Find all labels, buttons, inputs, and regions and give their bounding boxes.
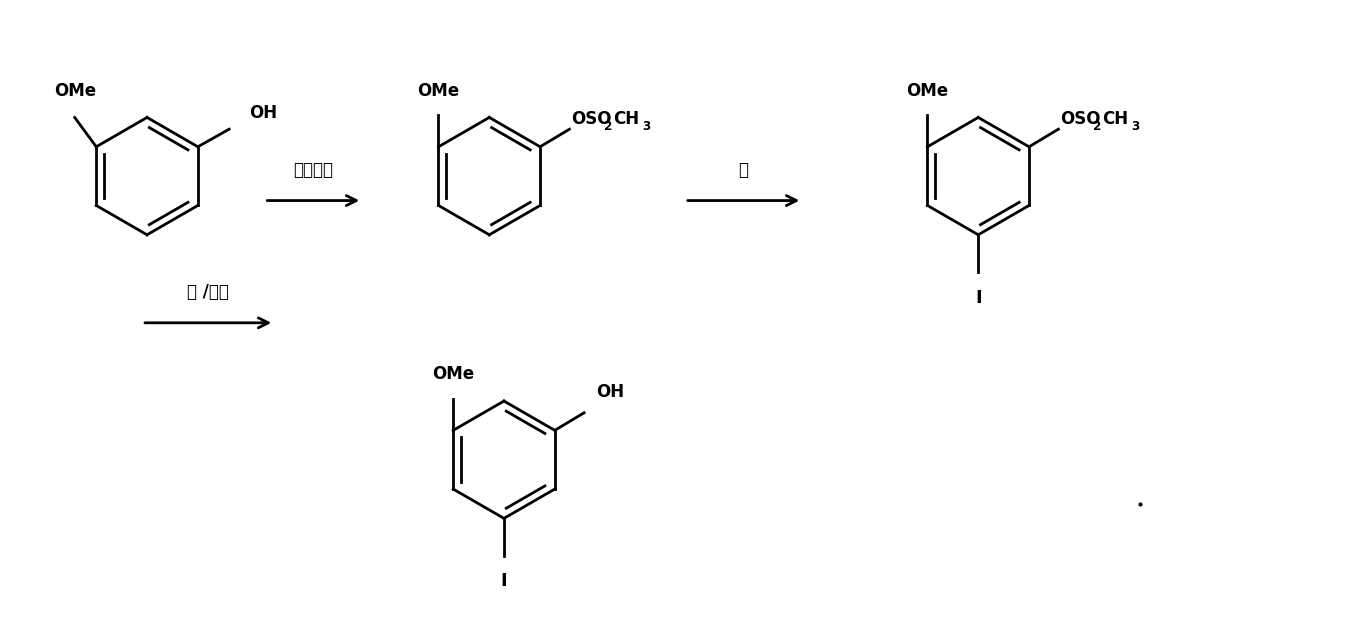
Text: 3: 3 [1131,120,1139,133]
Text: OSO: OSO [1060,111,1101,128]
Text: 碳: 碳 [738,161,749,179]
Text: OMe: OMe [417,82,459,100]
Text: 3: 3 [641,120,650,133]
Text: OH: OH [595,383,624,401]
Text: OMe: OMe [53,82,95,100]
Text: I: I [974,289,981,306]
Text: 甲磺酰氯: 甲磺酰氯 [294,161,333,179]
Text: CH: CH [1102,111,1128,128]
Text: OH: OH [249,104,277,122]
Text: 2: 2 [603,120,612,133]
Text: 2: 2 [1093,120,1101,133]
Text: OSO: OSO [571,111,612,128]
Text: 碱 /回流: 碱 /回流 [188,283,230,301]
Text: OMe: OMe [906,82,949,100]
Text: CH: CH [613,111,640,128]
Text: OMe: OMe [432,365,474,384]
Text: I: I [500,572,507,590]
